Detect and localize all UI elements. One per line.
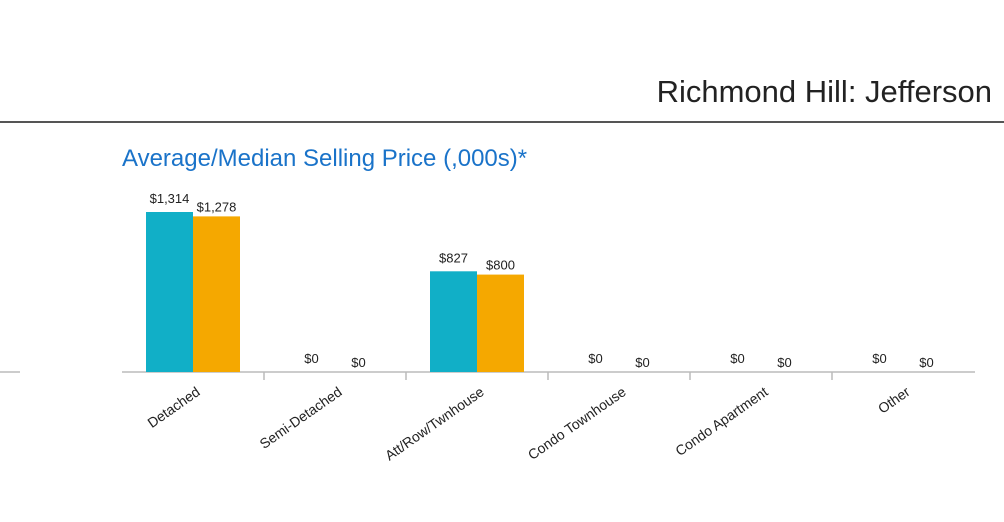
bar-median	[477, 274, 524, 372]
data-label: $0	[872, 351, 886, 366]
category-label: Condo Townhouse	[525, 383, 629, 463]
category-label: Att/Row/Twnhouse	[382, 383, 487, 463]
data-label: $827	[439, 250, 468, 265]
page-title: Richmond Hill: Jefferson	[656, 74, 992, 109]
data-label: $0	[635, 355, 649, 370]
data-label: $0	[304, 351, 318, 366]
data-label: $0	[351, 355, 365, 370]
chart-title: Average/Median Selling Price (,000s)*	[122, 145, 528, 172]
category-label: Detached	[144, 383, 202, 430]
bar-average	[146, 212, 193, 372]
data-label: $800	[486, 258, 515, 273]
category-label: Other	[875, 383, 913, 416]
category-label: Condo Apartment	[672, 383, 771, 459]
category-label: Semi-Detached	[256, 383, 344, 451]
data-label: $1,314	[150, 191, 190, 206]
header-divider	[0, 121, 1004, 123]
data-label: $1,278	[197, 199, 237, 214]
data-label: $0	[919, 355, 933, 370]
bar-average	[430, 271, 477, 372]
bar-median	[193, 216, 240, 372]
data-label: $0	[777, 355, 791, 370]
data-label: $0	[588, 351, 602, 366]
data-label: $0	[730, 351, 744, 366]
